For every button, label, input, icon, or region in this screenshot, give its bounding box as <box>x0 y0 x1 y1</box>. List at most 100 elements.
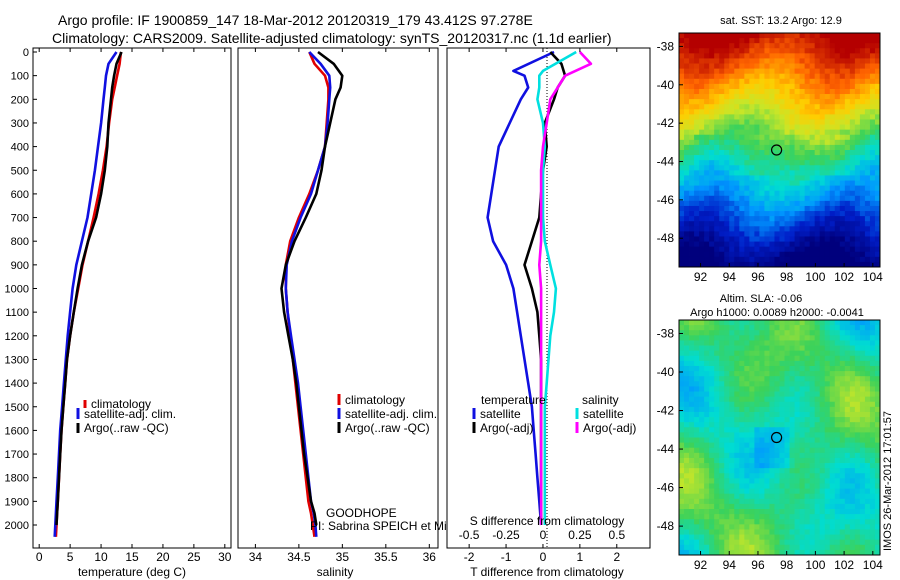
heatmap-cell <box>804 155 811 161</box>
heatmap-cell <box>829 432 836 438</box>
heatmap-cell <box>754 231 760 237</box>
heatmap-cell <box>769 226 775 232</box>
heatmap-cell <box>854 246 861 253</box>
heatmap-cell <box>754 340 760 346</box>
heatmap-cell <box>809 114 816 120</box>
heatmap-cell <box>744 493 750 500</box>
heatmap-cell <box>769 73 775 80</box>
heatmap-cell <box>799 246 806 253</box>
heatmap-cell <box>679 381 685 387</box>
heatmap-cell <box>849 411 856 418</box>
heatmap-cell <box>754 251 760 258</box>
heatmap-cell <box>834 200 841 207</box>
heatmap-cell <box>764 340 770 346</box>
heatmap-cell <box>709 437 715 444</box>
heatmap-cell <box>754 160 760 166</box>
heatmap-cell <box>689 417 695 423</box>
heatmap-cell <box>704 544 710 551</box>
heatmap-cell <box>754 355 760 362</box>
heatmap-cell <box>764 185 770 192</box>
x-tick-label: 15 <box>125 550 139 564</box>
heatmap-cell <box>749 463 755 469</box>
heatmap-cell <box>769 119 775 125</box>
heatmap-cell <box>704 226 710 232</box>
heatmap-cell <box>714 109 720 115</box>
heatmap-cell <box>769 503 775 510</box>
heatmap-cell <box>869 330 876 336</box>
heatmap-cell <box>829 180 836 187</box>
heatmap-cell <box>699 129 705 136</box>
heatmap-cell <box>724 422 730 428</box>
heatmap-cell <box>719 345 725 352</box>
heatmap-cell <box>724 330 730 336</box>
heatmap-cell <box>774 325 780 331</box>
heatmap-cell <box>814 452 821 459</box>
heatmap-cell <box>729 73 735 80</box>
heatmap-cell <box>794 483 801 489</box>
heatmap-cell <box>709 376 715 382</box>
heatmap-cell <box>684 185 690 192</box>
heatmap-cell <box>714 335 720 341</box>
heatmap-cell <box>724 514 730 520</box>
heatmap-cell <box>789 488 795 495</box>
heatmap-cell <box>744 437 750 444</box>
temperature-xlabel: temperature (deg C) <box>78 565 186 579</box>
heatmap-cell <box>864 216 871 222</box>
heatmap-cell <box>819 330 826 336</box>
heatmap-cell <box>759 175 765 181</box>
heatmap-cell <box>749 411 755 418</box>
heatmap-cell <box>809 468 816 474</box>
heatmap-cell <box>854 391 861 398</box>
heatmap-cell <box>829 88 836 95</box>
heatmap-cell <box>714 73 720 80</box>
heatmap-cell <box>754 236 760 242</box>
heatmap-cell <box>679 422 685 428</box>
heatmap-cell <box>694 109 700 115</box>
heatmap-cell <box>754 524 760 530</box>
heatmap-cell <box>774 43 780 49</box>
heatmap-cell <box>754 335 760 341</box>
heatmap-cell <box>824 330 831 336</box>
heatmap-cell <box>804 432 811 438</box>
heatmap-cell <box>869 442 876 449</box>
heatmap-cell <box>679 396 685 403</box>
heatmap-cell <box>689 241 695 248</box>
heatmap-cell <box>714 483 720 489</box>
heatmap-cell <box>689 509 695 515</box>
heatmap-cell <box>739 396 745 403</box>
heatmap-cell <box>874 514 881 520</box>
heatmap-cell <box>699 180 705 187</box>
heatmap-cell <box>764 114 770 120</box>
heatmap-cell <box>694 524 700 530</box>
heatmap-cell <box>839 345 846 352</box>
heatmap-cell <box>754 246 760 253</box>
heatmap-cell <box>784 68 790 75</box>
heatmap-cell <box>694 256 700 263</box>
heatmap-cell <box>864 544 871 551</box>
heatmap-cell <box>744 180 750 187</box>
heatmap-cell <box>824 109 831 115</box>
heatmap-cell <box>699 483 705 489</box>
heatmap-cell <box>819 160 826 166</box>
heatmap-cell <box>729 53 735 59</box>
heatmap-cell <box>839 452 846 459</box>
heatmap-cell <box>784 48 790 54</box>
heatmap-cell <box>839 519 846 525</box>
heatmap-cell <box>799 68 806 75</box>
heatmap-cell <box>809 109 816 115</box>
heatmap-cell <box>699 150 705 156</box>
x-tick-label: 102 <box>834 270 854 284</box>
heatmap-cell <box>749 205 755 212</box>
heatmap-cell <box>819 432 826 438</box>
heatmap-cell <box>694 529 700 535</box>
heatmap-cell <box>764 53 770 59</box>
heatmap-cell <box>799 432 806 438</box>
heatmap-cell <box>839 432 846 438</box>
heatmap-cell <box>809 48 816 54</box>
heatmap-cell <box>789 83 795 90</box>
heatmap-cell <box>874 53 881 59</box>
heatmap-cell <box>749 185 755 192</box>
heatmap-cell <box>824 335 831 341</box>
heatmap-cell <box>804 503 811 510</box>
heatmap-cell <box>774 401 780 408</box>
